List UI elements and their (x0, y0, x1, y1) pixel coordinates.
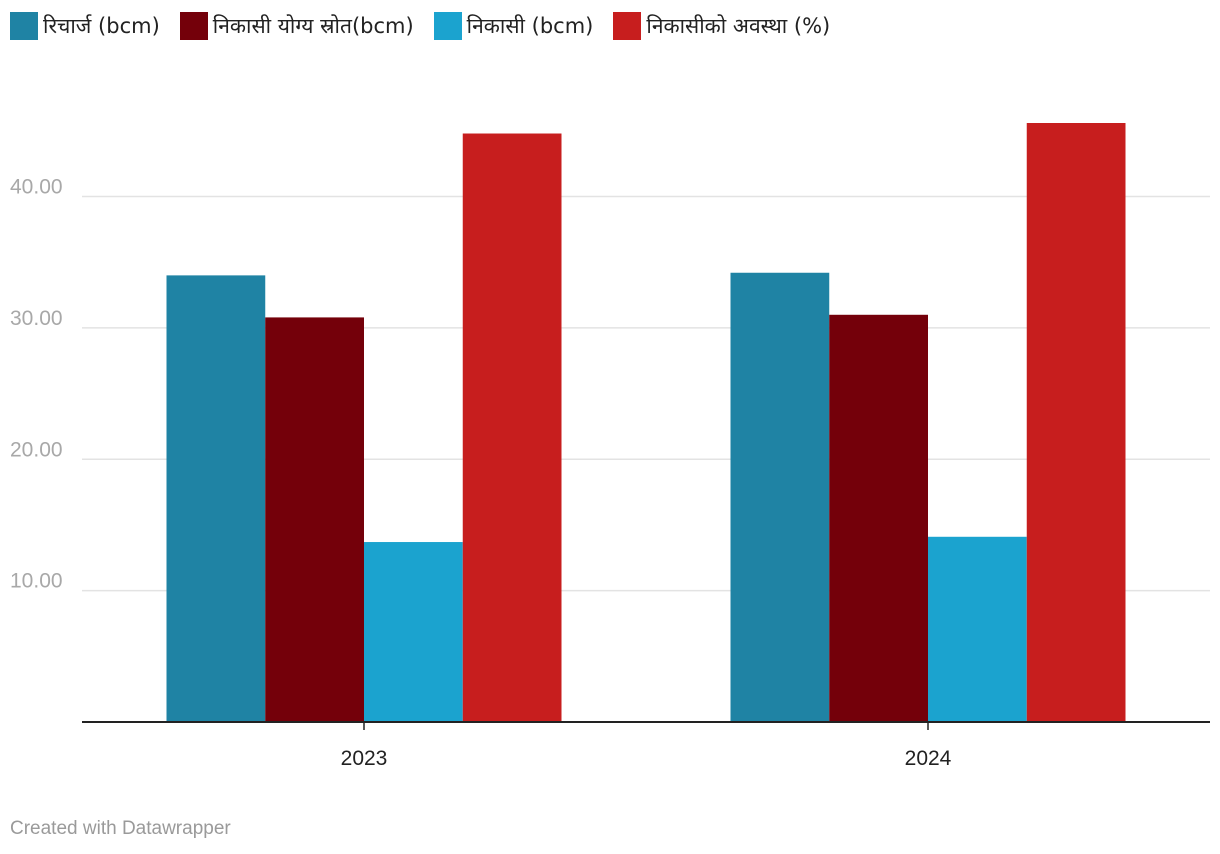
y-tick-label: 10.00 (10, 570, 63, 593)
credit-text: Created with Datawrapper (10, 818, 231, 839)
y-tick-label: 30.00 (10, 307, 63, 330)
x-tick-label: 2023 (341, 747, 388, 770)
legend-swatch-recharge (10, 12, 38, 40)
legend-item-extraction: निकासी (bcm) (433, 12, 594, 40)
legend-item-extraction-status: निकासीको अवस्था (%) (613, 12, 830, 40)
chart-legend: रिचार्ज (bcm) निकासी योग्य स्रोत(bcm) नि… (10, 12, 850, 40)
bar-1-2024 (829, 314, 928, 722)
legend-swatch-extraction-status (613, 12, 642, 40)
legend-label-extraction-status: निकासीको अवस्था (%) (646, 14, 831, 38)
bar-3-2023 (462, 133, 562, 722)
bar-2-2024 (928, 536, 1027, 722)
legend-label-extractable-resource: निकासी योग्य स्रोत(bcm) (212, 14, 414, 38)
bar-2-2023 (364, 542, 463, 722)
legend-label-recharge: रिचार्ज (bcm) (43, 14, 160, 38)
x-tick-label: 2024 (905, 747, 952, 770)
bar-1-2023 (265, 317, 364, 722)
y-tick-label: 40.00 (10, 176, 63, 199)
legend-swatch-extractable-resource (179, 12, 208, 40)
bar-0-2023 (166, 275, 266, 722)
legend-item-extractable-resource: निकासी योग्य स्रोत(bcm) (179, 12, 414, 40)
bar-3-2024 (1026, 123, 1126, 722)
y-tick-label: 20.00 (10, 438, 63, 461)
legend-label-extraction: निकासी (bcm) (466, 14, 594, 38)
legend-swatch-extraction (433, 12, 462, 40)
legend-item-recharge: रिचार्ज (bcm) (10, 12, 160, 40)
bar-0-2024 (730, 272, 830, 722)
